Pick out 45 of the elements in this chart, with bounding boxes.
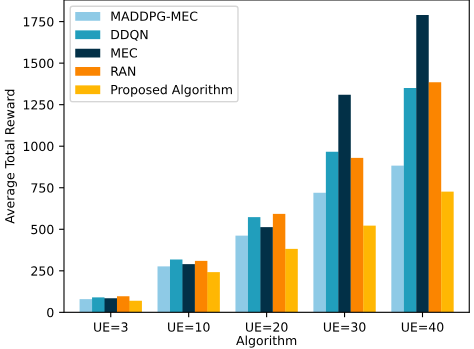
x-tick-label: UE=40 <box>402 322 444 332</box>
bar <box>441 192 454 312</box>
bar <box>391 166 404 312</box>
legend-label: MEC <box>111 48 137 58</box>
y-tick-label: 1750 <box>24 17 54 27</box>
y-axis-title: Average Total Reward <box>4 90 17 224</box>
bar <box>350 158 364 312</box>
bar <box>416 14 429 312</box>
bar <box>158 266 170 312</box>
bar <box>194 260 208 312</box>
x-tick-label: UE=3 <box>94 322 128 332</box>
bar <box>182 264 195 312</box>
y-tick-label: 1000 <box>24 142 54 152</box>
y-tick-label: 0 <box>47 308 54 318</box>
legend-label: MADDPG-MEC <box>111 11 198 21</box>
bar <box>104 298 117 312</box>
x-tick-label: UE=30 <box>324 322 366 332</box>
x-tick-label: UE=10 <box>168 322 210 332</box>
bar <box>80 299 92 312</box>
bar <box>116 296 130 312</box>
bar <box>338 94 351 312</box>
y-tick-label: 750 <box>31 183 54 193</box>
bar <box>170 260 182 312</box>
bar <box>326 152 338 312</box>
bar <box>248 217 260 312</box>
bar <box>92 297 105 312</box>
bar <box>285 248 298 312</box>
bar <box>428 82 442 312</box>
y-tick-label: 250 <box>31 266 54 276</box>
bar <box>260 227 273 312</box>
y-tick-label: 1250 <box>24 100 54 110</box>
y-tick-label: 500 <box>31 224 54 234</box>
bar <box>129 300 142 312</box>
legend-label: RAN <box>111 66 136 76</box>
bar <box>235 236 248 312</box>
bar <box>404 88 416 312</box>
bar <box>207 272 220 312</box>
bar <box>363 226 376 312</box>
bar <box>272 214 286 312</box>
y-tick-label: 1500 <box>24 58 54 68</box>
x-axis-title: Algorithm <box>236 336 296 348</box>
x-tick-label: UE=20 <box>246 322 288 332</box>
bar <box>313 192 326 312</box>
legend-label: DDQN <box>111 30 148 41</box>
legend-label: Proposed Algorithm <box>111 84 232 97</box>
